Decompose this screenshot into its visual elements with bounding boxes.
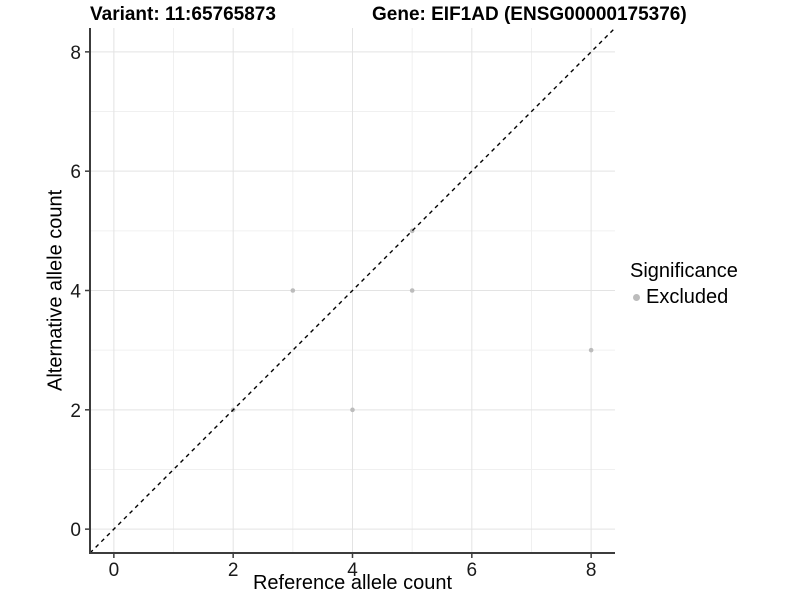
data-point — [290, 288, 296, 293]
y-tick-label: 4 — [70, 282, 81, 303]
legend: Significance Excluded — [630, 260, 738, 309]
legend-items: Excluded — [630, 286, 738, 309]
y-axis-title: Alternative allele count — [44, 189, 67, 392]
legend-item-label: Excluded — [646, 286, 729, 308]
y-tick-label: 0 — [70, 520, 81, 541]
legend-item: Excluded — [630, 286, 738, 309]
x-tick-label: 2 — [228, 560, 239, 581]
gene-title: Gene: EIF1AD (ENSG00000175376) — [372, 4, 687, 25]
legend-title: Significance — [630, 260, 738, 282]
data-point — [409, 288, 415, 293]
x-tick-label: 8 — [586, 560, 597, 581]
x-axis-title: Reference allele count — [252, 572, 452, 594]
x-tick-label: 6 — [467, 560, 478, 581]
x-tick-label: 0 — [109, 560, 120, 581]
legend-dot-icon — [633, 294, 640, 301]
identity-line — [89, 27, 616, 554]
data-point — [588, 347, 594, 353]
variant-title: Variant: 11:65765873 — [90, 4, 276, 25]
y-tick-label: 6 — [70, 162, 81, 183]
x-tick-label: 4 — [347, 560, 358, 581]
y-tick-label: 2 — [70, 401, 81, 422]
data-point — [350, 407, 355, 413]
y-tick-label: 8 — [70, 43, 81, 64]
